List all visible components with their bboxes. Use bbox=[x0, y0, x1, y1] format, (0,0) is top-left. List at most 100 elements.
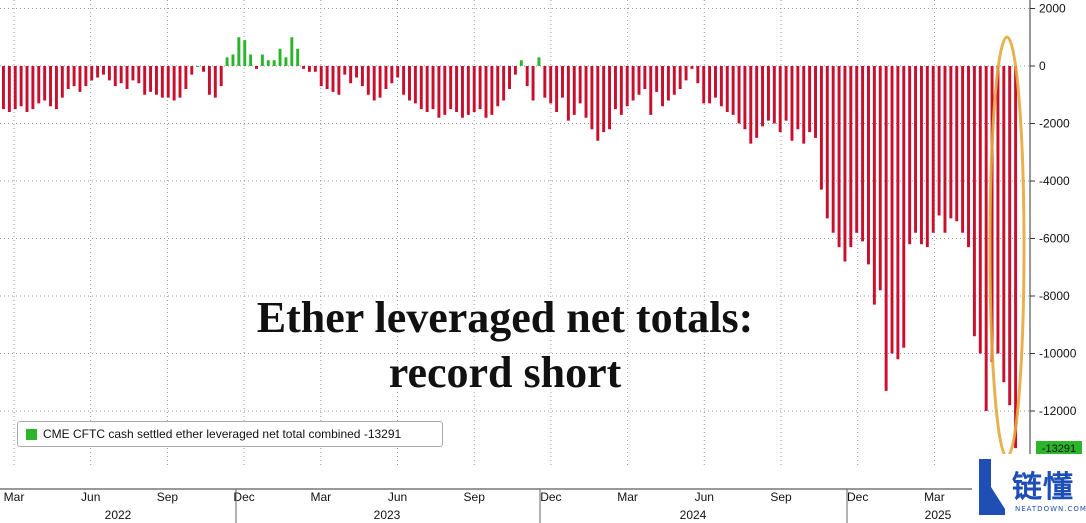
bar bbox=[466, 66, 470, 115]
bar bbox=[613, 66, 617, 110]
logo-subtext: NEATDOWN.COM bbox=[1015, 505, 1086, 513]
bar bbox=[884, 66, 888, 391]
bar bbox=[655, 66, 659, 92]
logo-text: 链懂 bbox=[1012, 470, 1074, 505]
bar bbox=[496, 66, 500, 107]
bar bbox=[278, 48, 282, 66]
bar bbox=[25, 66, 29, 112]
legend-label: CME CFTC cash settled ether leveraged ne… bbox=[43, 427, 402, 441]
bar bbox=[702, 66, 706, 104]
bar bbox=[66, 66, 70, 89]
y-tick-label: -12000 bbox=[1039, 404, 1077, 418]
x-year-label: 2025 bbox=[925, 508, 952, 522]
x-tick-label: Jun bbox=[388, 490, 407, 504]
bar bbox=[761, 66, 765, 127]
bar bbox=[455, 66, 459, 112]
bar bbox=[678, 66, 682, 89]
bar bbox=[778, 66, 782, 133]
x-year-label: 2022 bbox=[105, 508, 132, 522]
bar bbox=[849, 66, 853, 248]
bar bbox=[972, 66, 976, 337]
bar bbox=[684, 66, 688, 81]
bar bbox=[154, 66, 158, 95]
bar bbox=[925, 66, 929, 248]
y-tick-label: -6000 bbox=[1039, 232, 1070, 246]
bar bbox=[384, 66, 388, 89]
bar bbox=[602, 66, 606, 133]
bar bbox=[307, 66, 311, 72]
bar bbox=[867, 66, 870, 265]
bar bbox=[460, 66, 464, 118]
x-tick-label: Dec bbox=[233, 490, 254, 504]
bar bbox=[584, 66, 588, 118]
bar bbox=[160, 66, 164, 98]
bar bbox=[531, 66, 535, 101]
bar bbox=[472, 66, 476, 112]
bar bbox=[119, 66, 123, 84]
y-tick-label: -2000 bbox=[1039, 117, 1070, 131]
bar bbox=[107, 66, 111, 81]
bar bbox=[666, 66, 670, 101]
bar bbox=[102, 66, 105, 75]
y-tick-label: -10000 bbox=[1039, 347, 1077, 361]
bar bbox=[349, 66, 353, 84]
x-tick-label: Dec bbox=[847, 490, 868, 504]
y-tick-label: -8000 bbox=[1039, 289, 1070, 303]
x-tick-label: Mar bbox=[310, 490, 331, 504]
bar bbox=[237, 37, 241, 66]
bar bbox=[90, 66, 94, 81]
bar bbox=[13, 66, 17, 110]
bar bbox=[143, 66, 147, 95]
bar bbox=[325, 66, 329, 89]
bar bbox=[172, 66, 176, 101]
bar bbox=[784, 66, 788, 121]
bar bbox=[331, 66, 335, 92]
bar bbox=[525, 66, 529, 87]
bar bbox=[137, 66, 141, 84]
bar bbox=[166, 66, 170, 98]
bar bbox=[84, 66, 88, 87]
bar bbox=[484, 66, 488, 118]
bar bbox=[590, 66, 594, 130]
bar bbox=[661, 66, 664, 107]
bar bbox=[31, 66, 35, 110]
bar bbox=[749, 66, 753, 144]
bar bbox=[343, 66, 347, 75]
bar bbox=[390, 66, 394, 84]
bar bbox=[555, 66, 559, 112]
bar bbox=[302, 66, 306, 69]
bar bbox=[949, 66, 953, 219]
bar bbox=[1008, 66, 1012, 406]
bar bbox=[814, 66, 817, 138]
bar bbox=[149, 66, 153, 92]
bar bbox=[914, 66, 918, 233]
bar bbox=[967, 66, 970, 248]
bar bbox=[396, 66, 400, 78]
bar bbox=[643, 66, 647, 89]
bar bbox=[766, 66, 770, 121]
bar bbox=[878, 66, 882, 291]
bar bbox=[790, 66, 794, 141]
bar bbox=[1002, 66, 1006, 383]
bar bbox=[625, 66, 629, 107]
bar bbox=[961, 66, 965, 233]
y-tick-label: 2000 bbox=[1039, 2, 1066, 16]
bar bbox=[837, 66, 841, 248]
bar bbox=[943, 66, 947, 233]
bar bbox=[131, 66, 135, 81]
x-tick-label: Dec bbox=[540, 490, 561, 504]
bar bbox=[1014, 66, 1018, 449]
bar bbox=[808, 66, 812, 133]
bar bbox=[260, 54, 264, 66]
bar bbox=[437, 66, 441, 118]
bar bbox=[196, 66, 200, 67]
bar bbox=[207, 66, 211, 95]
bar bbox=[572, 66, 576, 115]
bar bbox=[178, 66, 182, 98]
bar bbox=[596, 66, 600, 141]
bar bbox=[719, 66, 723, 107]
bar bbox=[831, 66, 835, 233]
chart-title-line2: record short bbox=[388, 348, 622, 397]
